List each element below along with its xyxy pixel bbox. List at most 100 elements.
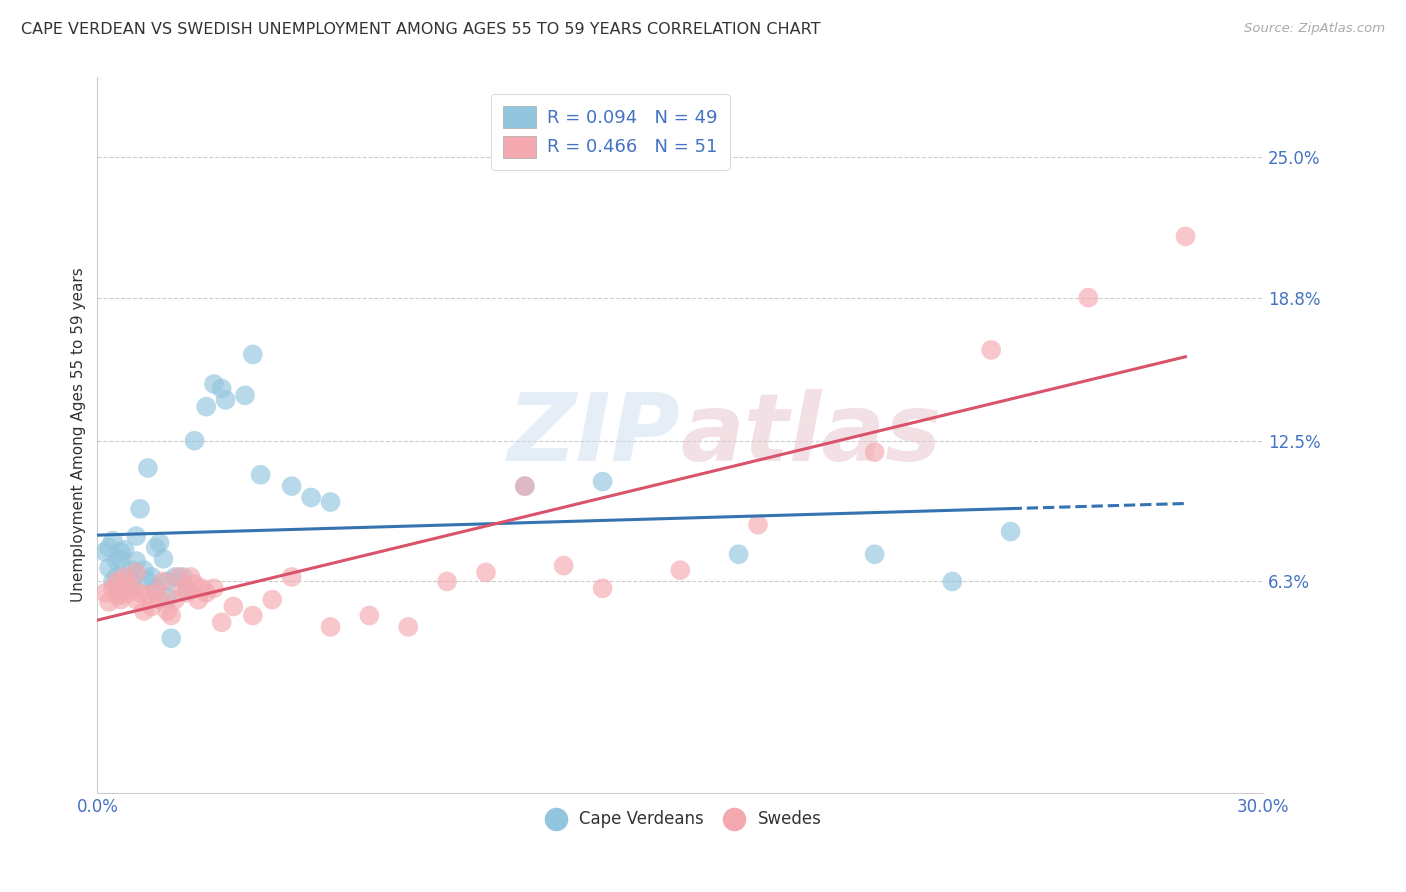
Point <box>114 570 136 584</box>
Point <box>1000 524 1022 539</box>
Point <box>105 574 128 589</box>
Point <box>176 586 198 600</box>
Point <box>125 529 148 543</box>
Point <box>101 574 124 589</box>
Point <box>249 467 271 482</box>
Point <box>136 574 159 589</box>
Point <box>101 533 124 548</box>
Point <box>202 582 225 596</box>
Point <box>156 574 179 589</box>
Point <box>101 582 124 596</box>
Point <box>191 582 214 596</box>
Point <box>148 592 170 607</box>
Point <box>172 582 194 596</box>
Point <box>148 536 170 550</box>
Point <box>211 382 233 396</box>
Point <box>319 620 342 634</box>
Point <box>242 347 264 361</box>
Point <box>319 495 342 509</box>
Point <box>145 586 167 600</box>
Point <box>156 591 179 605</box>
Point <box>145 541 167 555</box>
Text: ZIP: ZIP <box>508 389 681 481</box>
Point <box>202 376 225 391</box>
Point <box>129 501 152 516</box>
Point <box>727 547 749 561</box>
Text: CAPE VERDEAN VS SWEDISH UNEMPLOYMENT AMONG AGES 55 TO 59 YEARS CORRELATION CHART: CAPE VERDEAN VS SWEDISH UNEMPLOYMENT AMO… <box>21 22 821 37</box>
Point <box>183 576 205 591</box>
Point <box>233 388 256 402</box>
Point <box>187 592 209 607</box>
Point <box>110 545 132 559</box>
Point <box>114 542 136 557</box>
Point <box>211 615 233 630</box>
Point <box>669 563 692 577</box>
Point <box>121 582 143 596</box>
Point <box>125 592 148 607</box>
Point <box>222 599 245 614</box>
Point <box>98 561 121 575</box>
Point <box>180 570 202 584</box>
Point <box>592 582 614 596</box>
Point <box>145 582 167 596</box>
Point <box>105 554 128 568</box>
Point <box>863 445 886 459</box>
Point <box>475 566 498 580</box>
Point <box>94 586 117 600</box>
Point <box>160 608 183 623</box>
Point <box>172 570 194 584</box>
Point <box>132 604 155 618</box>
Point <box>117 586 139 600</box>
Point <box>167 570 190 584</box>
Point <box>105 570 128 584</box>
Point <box>553 558 575 573</box>
Point <box>396 620 419 634</box>
Point <box>941 574 963 589</box>
Point <box>195 400 218 414</box>
Point <box>136 588 159 602</box>
Point <box>280 479 302 493</box>
Point <box>280 570 302 584</box>
Point <box>152 574 174 589</box>
Point <box>98 541 121 555</box>
Point <box>863 547 886 561</box>
Point <box>114 576 136 591</box>
Point <box>592 475 614 489</box>
Point <box>110 551 132 566</box>
Point <box>121 563 143 577</box>
Point <box>513 479 536 493</box>
Point <box>436 574 458 589</box>
Point <box>105 588 128 602</box>
Point <box>176 582 198 596</box>
Point <box>980 343 1002 357</box>
Point <box>513 479 536 493</box>
Point <box>141 599 163 614</box>
Point <box>129 586 152 600</box>
Point <box>195 586 218 600</box>
Point <box>747 517 769 532</box>
Point <box>165 570 187 584</box>
Point <box>117 582 139 596</box>
Point <box>214 392 236 407</box>
Point <box>165 592 187 607</box>
Point <box>110 592 132 607</box>
Point <box>359 608 381 623</box>
Point <box>125 554 148 568</box>
Point <box>132 563 155 577</box>
Point <box>299 491 322 505</box>
Text: atlas: atlas <box>681 389 942 481</box>
Point <box>114 583 136 598</box>
Point <box>94 545 117 559</box>
Y-axis label: Unemployment Among Ages 55 to 59 years: Unemployment Among Ages 55 to 59 years <box>72 268 86 602</box>
Point <box>121 574 143 589</box>
Point <box>1077 291 1099 305</box>
Point <box>242 608 264 623</box>
Point <box>98 595 121 609</box>
Point <box>141 570 163 584</box>
Point <box>152 551 174 566</box>
Point <box>183 434 205 448</box>
Point <box>156 604 179 618</box>
Point <box>160 632 183 646</box>
Point <box>262 592 284 607</box>
Legend: Cape Verdeans, Swedes: Cape Verdeans, Swedes <box>533 803 828 834</box>
